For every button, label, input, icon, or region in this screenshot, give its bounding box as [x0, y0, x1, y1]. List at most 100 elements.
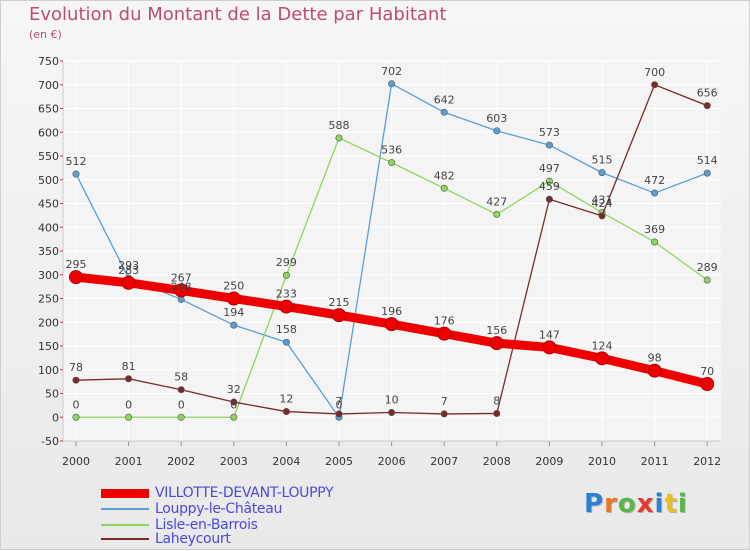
logo-letter: i [677, 489, 688, 519]
y-tick-label: -50 [41, 435, 59, 448]
data-point [598, 169, 606, 177]
data-label: 588 [329, 119, 350, 132]
logo-letter: i [654, 489, 665, 519]
data-point [493, 127, 501, 135]
legend-label: Louppy-le-Château [155, 501, 283, 517]
data-point [177, 413, 185, 421]
data-label: 194 [223, 306, 244, 319]
y-tick-label: 700 [38, 79, 59, 92]
data-label: 0 [336, 398, 343, 411]
data-point [72, 413, 80, 421]
data-label: 156 [486, 324, 507, 337]
legend-label: Lisle-en-Barrois [155, 517, 258, 533]
data-label: 514 [697, 154, 718, 167]
data-point [542, 340, 557, 355]
data-label: 147 [539, 328, 560, 341]
data-label: 70 [700, 365, 714, 378]
data-label: 7 [336, 395, 343, 408]
x-tick-label: 2002 [167, 455, 195, 468]
data-label: 472 [644, 174, 665, 187]
data-label: 289 [697, 261, 718, 274]
x-tick-label: 2004 [272, 455, 300, 468]
logo-letter: x [636, 489, 655, 519]
data-label: 124 [592, 339, 613, 352]
data-label: 196 [381, 305, 402, 318]
data-point [335, 410, 343, 418]
y-tick-label: 750 [38, 55, 59, 68]
logo-letter: P [584, 489, 605, 519]
data-label: 58 [174, 371, 188, 384]
data-point [174, 283, 189, 298]
data-point [121, 275, 136, 290]
legend-item: VILLOTTE-DEVANT-LOUPPY [101, 485, 334, 501]
data-point [125, 413, 133, 421]
data-label: 176 [434, 315, 455, 328]
data-point [72, 376, 80, 384]
logo-letter: r [604, 489, 618, 519]
proxiti-logo: Proxiti [584, 489, 688, 519]
y-tick-label: 550 [38, 150, 59, 163]
data-label: 215 [329, 296, 350, 309]
y-tick-label: 400 [38, 221, 59, 234]
legend-item: Lisle-en-Barrois [101, 517, 258, 533]
data-point [545, 195, 553, 203]
data-label: 424 [592, 197, 613, 210]
data-label: 12 [279, 393, 293, 406]
data-point [279, 299, 294, 314]
data-label: 0 [178, 398, 185, 411]
data-label: 482 [434, 169, 455, 182]
y-tick-label: 0 [52, 411, 59, 424]
data-point [437, 326, 452, 341]
logo-letter: t [664, 489, 678, 519]
data-point [388, 159, 396, 167]
y-tick-label: 50 [45, 388, 59, 401]
data-label: 158 [276, 323, 297, 336]
data-point [226, 291, 241, 306]
data-label: 283 [118, 264, 139, 277]
logo-letter: o [617, 489, 637, 519]
data-label: 700 [644, 66, 665, 79]
data-label: 7 [441, 395, 448, 408]
y-tick-label: 250 [38, 293, 59, 306]
data-point [493, 210, 501, 218]
data-point [440, 410, 448, 418]
y-tick-label: 450 [38, 198, 59, 211]
data-point [440, 108, 448, 116]
y-tick-label: 650 [38, 103, 59, 116]
chart-subtitle: (en €) [29, 28, 62, 41]
data-label: 248 [171, 280, 192, 293]
data-label: 369 [644, 223, 665, 236]
legend-item: Laheycourt [101, 531, 231, 547]
data-point [72, 170, 80, 178]
data-label: 81 [122, 360, 136, 373]
data-label: 0 [230, 398, 237, 411]
data-point [282, 271, 290, 279]
data-label: 431 [592, 194, 613, 207]
x-tick-label: 2005 [325, 455, 353, 468]
data-point [282, 338, 290, 346]
data-label: 233 [276, 288, 297, 301]
data-label: 656 [697, 87, 718, 100]
data-point [703, 169, 711, 177]
data-point [335, 134, 343, 142]
data-point [230, 413, 238, 421]
x-tick-label: 2011 [641, 455, 669, 468]
data-point [440, 184, 448, 192]
data-label: 293 [118, 259, 139, 272]
y-tick-label: 300 [38, 269, 59, 282]
y-tick-label: 200 [38, 316, 59, 329]
data-label: 536 [381, 144, 402, 157]
x-tick-label: 2001 [115, 455, 143, 468]
data-point [595, 351, 609, 366]
data-point [700, 377, 715, 391]
data-label: 603 [486, 112, 507, 125]
data-point [545, 141, 553, 149]
data-label: 515 [592, 154, 613, 167]
x-tick-label: 2000 [62, 455, 90, 468]
data-point [703, 102, 711, 110]
data-point [489, 336, 504, 351]
data-label: 0 [125, 398, 132, 411]
data-point [230, 398, 238, 406]
